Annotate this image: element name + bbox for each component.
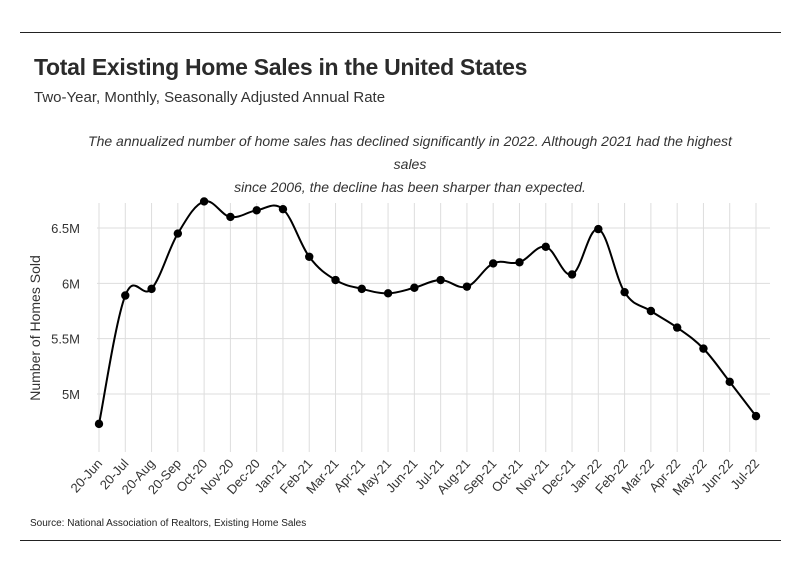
y-tick-label: 6.5M — [51, 221, 80, 236]
data-point — [489, 259, 498, 268]
data-point — [515, 258, 524, 267]
annotation-line-1: The annualized number of home sales has … — [88, 133, 732, 172]
bottom-rule — [20, 540, 781, 541]
series-line — [98, 200, 757, 425]
chart-annotation: The annualized number of home sales has … — [80, 130, 740, 199]
data-point — [436, 275, 445, 285]
y-tick-label: 5.5M — [51, 332, 80, 347]
data-point — [699, 344, 708, 353]
data-point — [331, 275, 340, 285]
y-tick-labels: 5M 5.5M 6M 6.5M — [51, 221, 80, 402]
chart-title: Total Existing Home Sales in the United … — [34, 54, 528, 80]
series-line-layer — [98, 200, 757, 425]
data-point-layer — [94, 197, 761, 429]
data-point — [173, 229, 183, 238]
data-point — [94, 419, 104, 429]
x-tick-label: Jul-22 — [727, 456, 762, 492]
x-tick-label: 20-Jun — [67, 456, 105, 496]
y-tick-label: 6M — [62, 276, 80, 291]
data-point — [147, 284, 156, 294]
data-point — [278, 204, 288, 214]
data-point — [121, 291, 130, 300]
y-tick-label: 5M — [62, 387, 80, 402]
data-point — [751, 411, 761, 421]
data-point — [567, 270, 577, 279]
source-note: Source: National Association of Realtors… — [30, 518, 307, 529]
data-point — [199, 197, 209, 206]
data-point — [357, 284, 366, 294]
data-point — [226, 212, 235, 222]
data-point — [541, 242, 550, 252]
y-axis-title: Number of Homes Sold — [27, 255, 43, 401]
x-tick-labels: 20-Jun20-Jul20-Aug20-SepOct-20Nov-20Dec-… — [67, 456, 762, 498]
data-point — [410, 283, 419, 292]
data-point — [725, 377, 734, 387]
top-rule — [20, 32, 781, 33]
grid-layer — [97, 203, 770, 452]
data-point — [305, 252, 314, 261]
data-point — [620, 287, 629, 297]
data-point — [383, 289, 393, 298]
annotation-line-2: since 2006, the decline has been sharper… — [234, 179, 586, 195]
data-point — [672, 323, 682, 332]
data-point — [646, 306, 656, 316]
data-point — [252, 206, 261, 215]
data-point — [462, 282, 472, 291]
chart-subtitle: Two-Year, Monthly, Seasonally Adjusted A… — [34, 89, 386, 106]
data-point — [594, 224, 603, 234]
